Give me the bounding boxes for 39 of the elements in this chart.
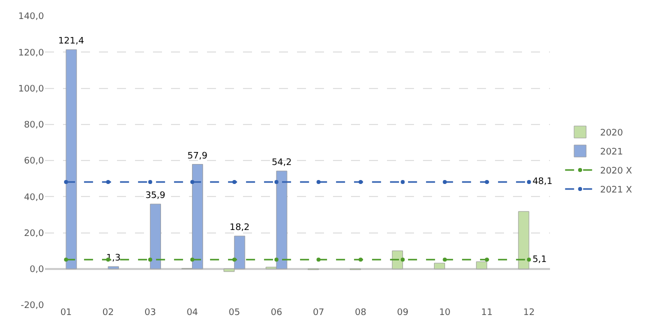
x-tick-label: 07 — [312, 308, 324, 318]
x-tick-label: 03 — [144, 308, 156, 318]
data-label: 57,9 — [187, 151, 208, 162]
y-tick-label: 120,0 — [18, 48, 44, 58]
y-tick-label: 100,0 — [18, 84, 44, 94]
x-tick-label: 04 — [186, 308, 198, 318]
x-tick-label: 12 — [523, 308, 535, 318]
x-tick-label: 02 — [102, 308, 114, 318]
y-tick-label: 80,0 — [24, 120, 44, 131]
bar — [476, 261, 488, 270]
x-tick-label: 09 — [396, 308, 409, 318]
legend-label: 2020 — [600, 128, 624, 139]
y-tick-label: -20,0 — [20, 301, 44, 312]
data-label: 121,4 — [58, 36, 84, 47]
bar — [518, 211, 530, 270]
x-tick-label: 06 — [270, 308, 282, 318]
data-label: 54,2 — [272, 158, 292, 168]
data-label: 35,9 — [145, 191, 166, 202]
data-label: 5,1 — [532, 254, 547, 265]
bar — [434, 262, 446, 270]
legend-label: 2020 X — [600, 166, 632, 177]
y-tick-label: 40,0 — [24, 192, 44, 203]
y-tick-label: 60,0 — [24, 156, 44, 167]
y-tick-label: 140,0 — [18, 12, 44, 22]
x-tick-label: 01 — [60, 308, 72, 318]
x-tick-label: 05 — [228, 308, 240, 318]
bar — [66, 49, 77, 270]
bar — [150, 204, 161, 270]
x-tick-label: 10 — [439, 308, 451, 318]
data-label: 18,2 — [230, 223, 250, 233]
data-label: 48,1 — [532, 177, 553, 188]
legend-label: 2021 — [600, 148, 624, 158]
y-tick-label: 20,0 — [24, 228, 44, 239]
bar — [392, 250, 403, 270]
legend-label: 2021 X — [600, 186, 632, 196]
x-tick-label: 08 — [354, 308, 367, 318]
bar — [108, 266, 119, 270]
y-tick-label: 0,0 — [30, 265, 44, 276]
x-tick-label: 11 — [481, 308, 493, 318]
